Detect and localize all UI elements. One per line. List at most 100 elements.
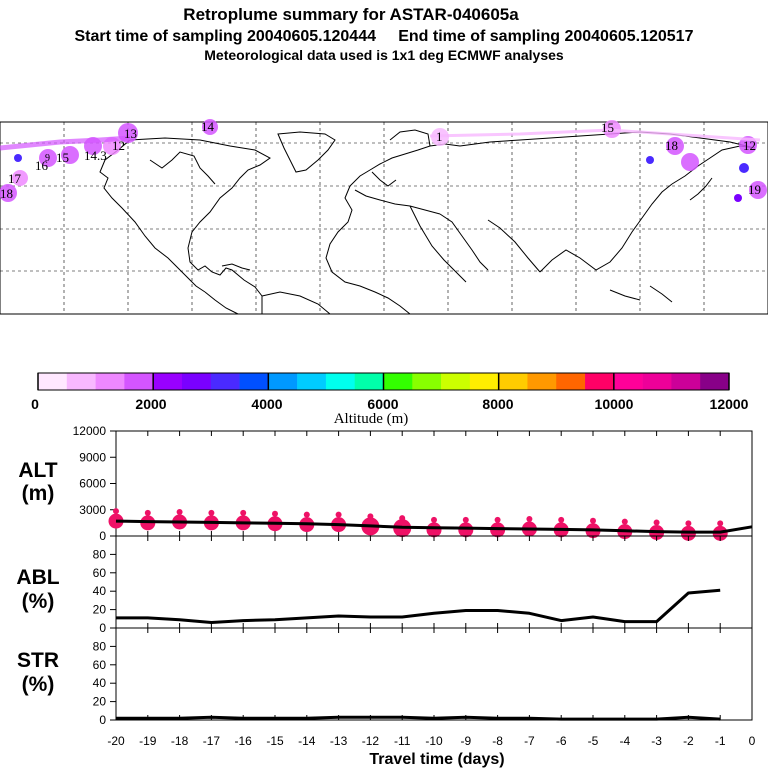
colorbar-tick: 12000 [710,396,749,412]
altitude-marker-upper [653,519,660,526]
y-tick-label: 80 [93,639,107,653]
altitude-marker-upper [367,513,374,520]
plume-label: 14.3 [84,148,107,163]
colorbar-swatch [556,373,586,390]
plume-label: 16 [35,158,49,173]
x-tick-label: -11 [394,734,411,748]
x-tick-label: -19 [139,734,157,748]
altitude-marker-upper [558,516,565,523]
x-tick-label: -15 [266,734,284,748]
altitude-marker [426,522,442,538]
colorbar-tick: 6000 [367,396,398,412]
x-tick-label: -3 [651,734,662,748]
colorbar-swatch [642,373,672,390]
y-tick-label: 3000 [79,503,106,517]
plume-label: 15 [56,150,69,165]
altitude-marker-upper [303,511,310,518]
colorbar-swatch [700,373,730,390]
x-tick-label: -20 [107,734,125,748]
colorbar-tick: 10000 [595,396,634,412]
map-graticule [0,122,768,314]
colorbar-tick: 8000 [482,396,513,412]
plume-markers [0,119,767,202]
altitude-colorbar [37,372,730,391]
plume-label: 12 [743,138,756,153]
colorbar-swatch [38,373,68,390]
altitude-marker-upper [208,509,215,516]
plume-label: 15 [601,120,614,135]
plume-label: 19 [748,182,761,197]
colorbar-swatch [527,373,557,390]
altitude-marker-upper [462,516,469,523]
str-panel-title: STR [17,649,59,672]
x-tick-label: -13 [330,734,348,748]
colorbar-swatch [239,373,269,390]
series-line [116,715,721,721]
y-tick-label: 9000 [79,450,106,464]
y-tick-label: 0 [99,621,106,635]
str-panel-unit: (%) [22,673,55,696]
colorbar-swatch [469,373,499,390]
met-data-line: Meteorological data used is 1x1 deg ECMW… [204,47,564,63]
x-tick-label: -2 [683,734,694,748]
abl-panel-title: ABL [16,566,59,589]
colorbar-swatch [66,373,96,390]
altitude-marker-upper [113,508,119,515]
plume-label: 18 [0,186,13,201]
altitude-marker-upper [526,516,533,522]
plume-label: 9 [45,153,50,164]
plume-label: 1 [436,129,443,144]
alt-panel-unit: (m) [22,482,55,505]
x-tick-label: -4 [619,734,630,748]
x-tick-label: -12 [362,734,380,748]
altitude-marker-upper [240,509,247,516]
colorbar-swatch [297,373,327,390]
figure-title: Retroplume summary for ASTAR-040605a [183,5,519,24]
y-tick-label: 40 [93,584,107,598]
colorbar-tick: 0 [31,396,39,412]
altitude-marker-upper [494,516,501,523]
x-tick-label: -1 [715,734,726,748]
colorbar-swatch [181,373,212,390]
y-tick-label: 60 [93,658,107,672]
plume-label: 13 [124,126,137,141]
colorbar-swatch [412,373,442,390]
colorbar-ticks: 0 2000 4000 6000 8000 10000 12000 [31,396,749,412]
colorbar-swatch [325,373,356,390]
x-tick-label: -9 [460,734,471,748]
colorbar-swatch [153,373,183,390]
x-axis-label: Travel time (days) [369,751,504,768]
x-tick-label: -6 [556,734,567,748]
plume-label: 17 [8,171,22,186]
series-line [115,519,753,534]
colorbar-swatch [671,373,701,390]
altitude-marker-upper [176,509,183,515]
coastlines [99,129,756,315]
plume-label: 12 [112,138,125,153]
x-tick-label: -8 [492,734,503,748]
panel-frame [115,627,753,721]
colorbar-swatch [613,373,643,390]
altitude-marker-upper [685,520,692,527]
altitude-marker-upper [717,520,724,527]
plume-labels: 13 12 14 15 14.3 16 9 17 18 1 15 18 19 1… [0,119,761,201]
colorbar-swatch [210,373,240,390]
x-tick-label: -17 [203,734,221,748]
colorbar-swatch [441,373,471,390]
altitude-marker-upper [431,516,437,523]
x-tick-label: -14 [298,734,316,748]
plume-label: 18 [665,138,678,153]
altitude-marker-upper [272,510,278,517]
altitude-marker-upper [144,509,151,516]
series-line [116,588,721,624]
colorbar-swatch [383,373,413,390]
colorbar-tick: 4000 [251,396,282,412]
colorbar-swatch [585,373,615,390]
colorbar-tick: 2000 [135,396,166,412]
y-tick-label: 20 [93,603,107,617]
y-tick-label: 0 [99,713,106,727]
y-tick-label: 12000 [73,424,107,438]
altitude-marker-upper [335,511,342,518]
y-tick-label: 60 [93,566,107,580]
